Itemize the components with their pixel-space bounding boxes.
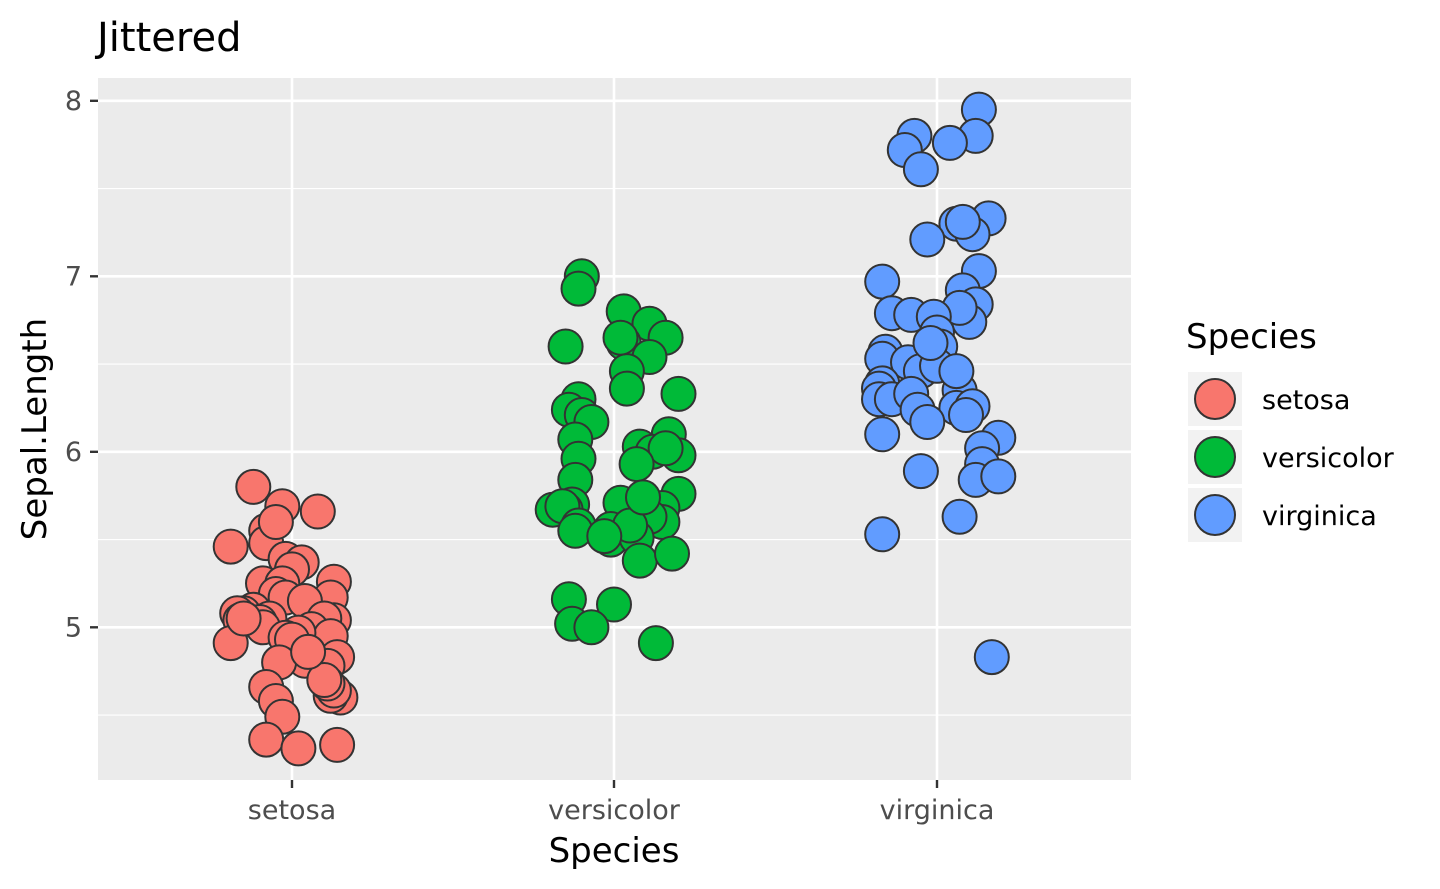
legend-swatch-virginica bbox=[1195, 495, 1235, 535]
legend-swatch-versicolor bbox=[1195, 437, 1235, 477]
data-point-virginica bbox=[904, 152, 938, 186]
plot-panel bbox=[98, 78, 1131, 780]
legend-label-setosa: setosa bbox=[1262, 385, 1350, 416]
data-point-versicolor bbox=[662, 377, 696, 411]
x-axis-title: Species bbox=[549, 831, 680, 871]
x-axis: setosa versicolor virginica bbox=[248, 780, 995, 826]
data-point-versicolor bbox=[626, 480, 660, 514]
data-point-setosa bbox=[236, 470, 270, 504]
legend-label-virginica: virginica bbox=[1262, 501, 1377, 532]
data-point-versicolor bbox=[604, 321, 638, 355]
y-tick-label-7: 7 bbox=[65, 261, 82, 292]
data-point-virginica bbox=[865, 517, 899, 551]
data-point-versicolor bbox=[574, 610, 608, 644]
data-point-setosa bbox=[320, 728, 354, 762]
data-point-versicolor bbox=[610, 372, 644, 406]
data-point-versicolor bbox=[587, 519, 621, 553]
x-tick-label-setosa: setosa bbox=[248, 795, 336, 826]
data-point-setosa bbox=[281, 731, 315, 765]
data-point-setosa bbox=[214, 530, 248, 564]
data-point-virginica bbox=[943, 500, 977, 534]
legend: Species setosa versicolor virginica bbox=[1186, 317, 1395, 542]
data-point-setosa bbox=[259, 505, 293, 539]
data-point-virginica bbox=[914, 326, 948, 360]
data-point-versicolor bbox=[639, 626, 673, 660]
data-point-versicolor bbox=[549, 330, 583, 364]
data-point-virginica bbox=[933, 126, 967, 160]
data-point-virginica bbox=[865, 417, 899, 451]
x-tick-label-virginica: virginica bbox=[880, 795, 995, 826]
data-point-versicolor bbox=[620, 447, 654, 481]
data-point-setosa bbox=[227, 602, 261, 636]
data-point-virginica bbox=[975, 640, 1009, 674]
data-point-virginica bbox=[904, 454, 938, 488]
y-axis-title: Sepal.Length bbox=[15, 318, 55, 540]
legend-title: Species bbox=[1186, 317, 1317, 357]
data-point-virginica bbox=[865, 265, 899, 299]
y-tick-label-6: 6 bbox=[65, 437, 82, 468]
data-point-setosa bbox=[301, 495, 335, 529]
chart-title: Jittered bbox=[94, 15, 241, 61]
data-point-versicolor bbox=[562, 272, 596, 306]
legend-swatch-setosa bbox=[1195, 379, 1235, 419]
y-tick-label-8: 8 bbox=[65, 86, 82, 117]
legend-label-versicolor: versicolor bbox=[1262, 443, 1395, 474]
data-point-virginica bbox=[939, 354, 973, 388]
data-point-virginica bbox=[910, 223, 944, 257]
data-point-versicolor bbox=[623, 544, 657, 578]
data-point-setosa bbox=[291, 635, 325, 669]
data-point-versicolor bbox=[655, 537, 689, 571]
y-axis: 5 6 7 8 bbox=[65, 86, 98, 644]
x-tick-label-versicolor: versicolor bbox=[548, 795, 681, 826]
y-tick-label-5: 5 bbox=[65, 612, 82, 643]
data-point-virginica bbox=[946, 205, 980, 239]
data-point-virginica bbox=[910, 405, 944, 439]
data-point-virginica bbox=[949, 398, 983, 432]
data-point-virginica bbox=[981, 459, 1015, 493]
data-point-setosa bbox=[249, 723, 283, 757]
